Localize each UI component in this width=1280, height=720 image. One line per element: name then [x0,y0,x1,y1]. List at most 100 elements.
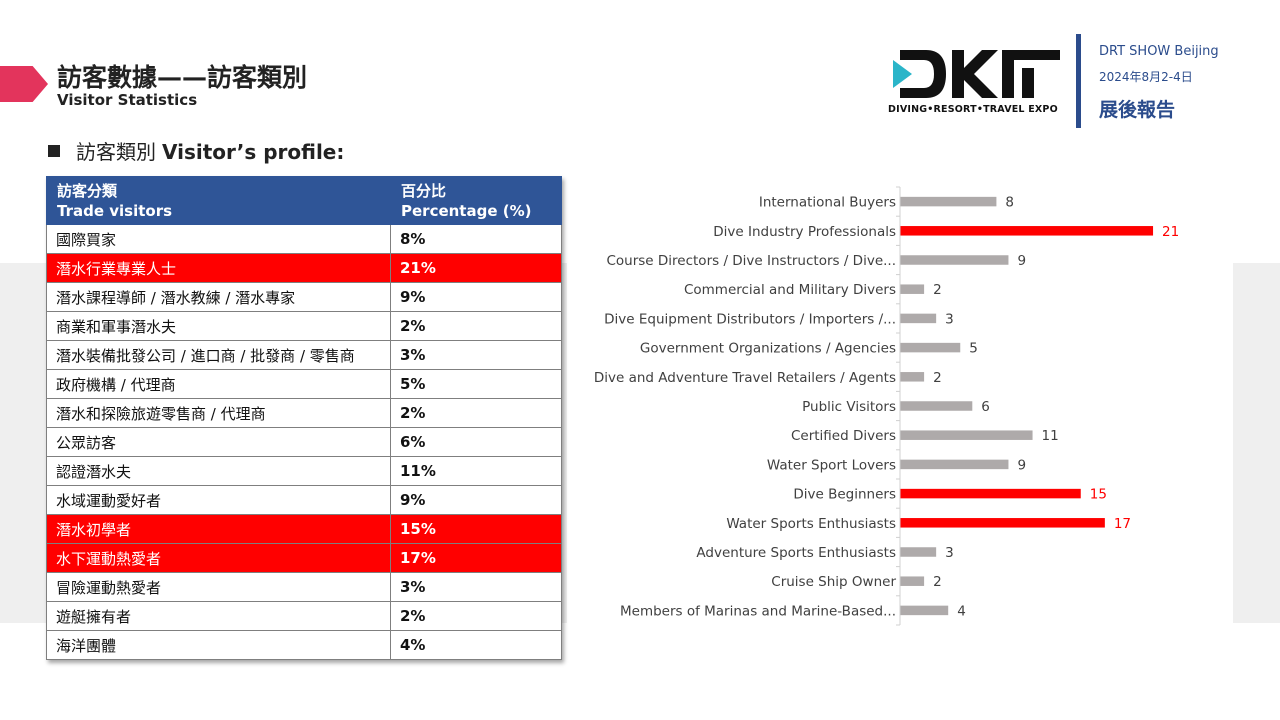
table-row: 潛水課程導師 / 潛水教練 / 潛水專家 9% [46,282,562,312]
category-label: Cruise Ship Owner [771,574,896,590]
category-label: International Buyers [759,195,896,211]
table-cell-percent: 2% [390,311,562,341]
category-label: Certified Divers [791,428,896,444]
table-cell-category: 公眾訪客 [46,427,391,457]
data-label: 3 [945,545,954,561]
data-label: 2 [933,282,942,298]
table-cell-category: 海洋團體 [46,630,391,660]
header-percentage-zh: 百分比 [401,181,447,200]
bar-chart: International Buyers 8 Dive Industry Profe… [594,186,1179,626]
logo-caption: DIVING•RESORT•TRAVEL EXPO [888,104,1058,115]
bar [900,313,937,324]
bar [900,401,973,411]
table-row: 潛水和探險旅遊零售商 / 代理商 2% [46,398,562,428]
data-label: 21 [1162,224,1179,240]
category-label: Commercial and Military Divers [684,282,896,298]
header-category-en: Trade visitors [57,201,173,220]
table-row: 潛水行業專業人士 21% [46,253,562,283]
header-divider [1076,34,1081,128]
table-cell-percent: 2% [390,398,562,428]
table-row: 國際買家 8% [46,224,562,254]
table-cell-category: 潛水裝備批發公司 / 進口商 / 批發商 / 零售商 [46,340,391,370]
category-label: Dive Beginners [793,487,896,503]
category-label: Public Visitors [802,399,896,415]
table-cell-percent: 17% [390,543,562,573]
data-label: 6 [981,399,990,415]
table-row: 水域運動愛好者 9% [46,485,562,515]
data-label: 8 [1005,195,1014,211]
bar [900,196,997,207]
table-cell-percent: 8% [390,224,562,254]
table-body: 國際買家 8% 潛水行業專業人士 21% 潛水課程導師 / 潛水教練 / 潛水專家 9% 商… [46,224,562,660]
table-cell-category: 潛水課程導師 / 潛水教練 / 潛水專家 [46,282,391,312]
table-cell-category: 潛水和探險旅遊零售商 / 代理商 [46,398,391,428]
bar [900,576,925,586]
data-label: 9 [1017,253,1026,269]
table-cell-percent: 5% [390,369,562,399]
data-label: 9 [1017,457,1026,473]
title-marker-icon [0,66,48,102]
bar [900,255,1009,265]
data-label: 17 [1114,516,1131,532]
table-row: 冒險運動熱愛者 3% [46,572,562,602]
bar [900,518,1105,528]
table-cell-percent: 4% [390,630,562,660]
table-row: 潛水裝備批發公司 / 進口商 / 批發商 / 零售商 3% [46,340,562,370]
table-cell-percent: 2% [390,601,562,631]
table-cell-percent: 9% [390,282,562,312]
bar [900,226,1154,236]
table-cell-percent: 3% [390,572,562,602]
category-label: Dive and Adventure Travel Retailers / Ag… [594,370,896,386]
category-label: Government Organizations / Agencies [640,341,896,357]
table-cell-percent: 11% [390,456,562,486]
table-cell-category: 遊艇擁有者 [46,601,391,631]
table-header-row: 訪客分類 Trade visitors 百分比 Percentage (%) [46,176,562,225]
table-cell-category: 水域運動愛好者 [46,485,391,515]
bar [900,284,925,294]
table-cell-category: 潛水行業專業人士 [46,253,391,283]
visitor-table: 訪客分類 Trade visitors 百分比 Percentage (%) 國… [46,176,562,660]
table-row: 商業和軍事潛水夫 2% [46,311,562,341]
data-label: 2 [933,574,942,590]
data-label: 5 [969,341,978,357]
table-cell-percent: 9% [390,485,562,515]
table-row: 潛水初學者 15% [46,514,562,544]
table-header-percentage: 百分比 Percentage (%) [390,176,562,225]
category-label: Adventure Sports Enthusiasts [696,545,896,561]
bar [900,372,925,382]
data-label: 15 [1090,487,1107,503]
section-title-en: Visitor’s profile: [162,140,345,164]
bullet-square-icon [48,145,60,157]
data-label: 11 [1042,428,1059,444]
table-cell-percent: 3% [390,340,562,370]
data-label: 4 [957,603,966,619]
bar [900,488,1081,499]
category-label: Water Sport Lovers [767,457,896,473]
table-row: 公眾訪客 6% [46,427,562,457]
category-label: Dive Equipment Distributors / Importers … [604,311,896,327]
data-label: 2 [933,370,942,386]
table-row: 政府機構 / 代理商 5% [46,369,562,399]
show-name: DRT SHOW Beijing [1099,44,1219,59]
bar [900,605,949,616]
table-cell-percent: 6% [390,427,562,457]
table-row: 遊艇擁有者 2% [46,601,562,631]
drt-logo: DIVING•RESORT•TRAVEL EXPO [888,46,1064,118]
bar [900,430,1033,440]
table-cell-percent: 15% [390,514,562,544]
table-cell-category: 潛水初學者 [46,514,391,544]
section-heading: 訪客類別 Visitor’s profile: [48,136,344,165]
category-label: Dive Industry Professionals [713,224,896,240]
category-label: Course Directors / Dive Instructors / Di… [606,253,896,269]
table-cell-percent: 21% [390,253,562,283]
data-label: 3 [945,311,954,327]
bar [900,459,1009,470]
table-header-category: 訪客分類 Trade visitors [46,176,391,225]
header-percentage-en: Percentage (%) [401,201,532,220]
show-date: 2024年8月2-4日 [1099,70,1193,84]
section-title-zh: 訪客類別 [76,140,156,164]
table-row: 認證潛水夫 11% [46,456,562,486]
drt-logo-mark-icon [893,50,1060,98]
table-cell-category: 水下運動熱愛者 [46,543,391,573]
category-label: Members of Marinas and Marine-Based... [620,603,896,619]
